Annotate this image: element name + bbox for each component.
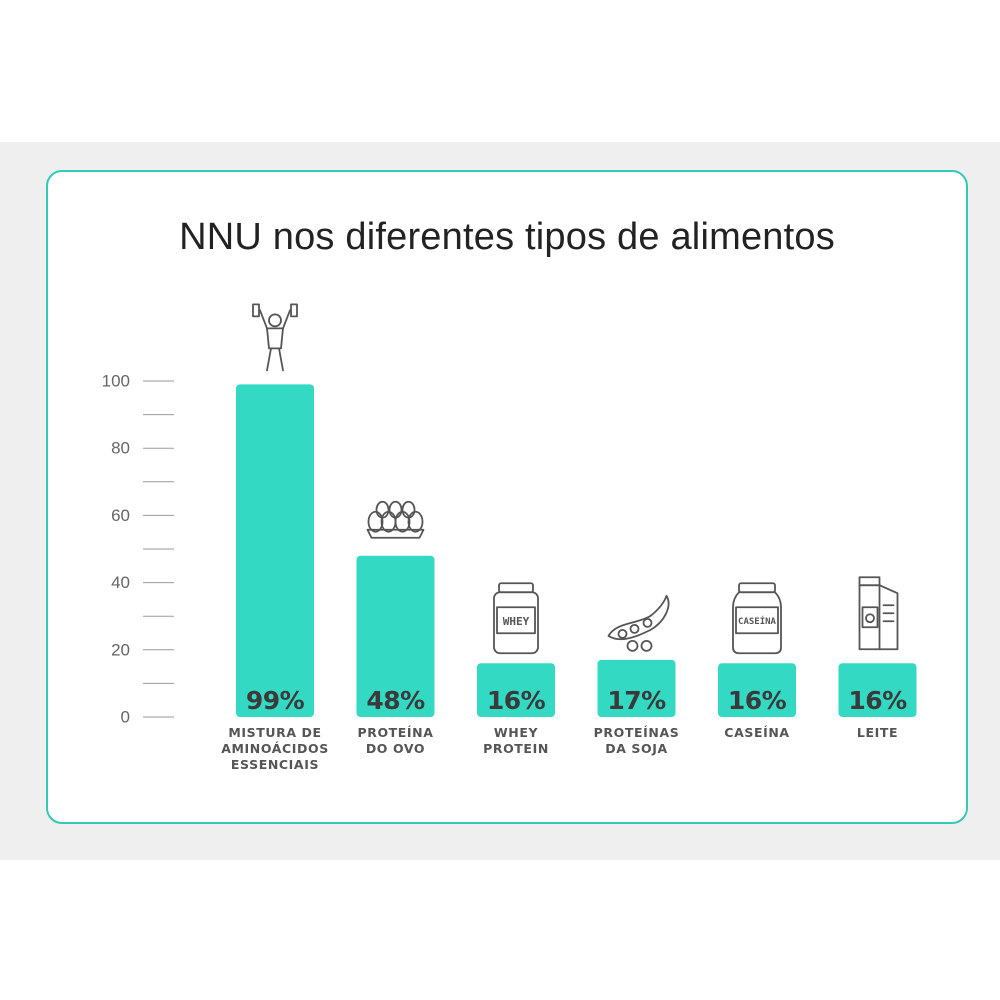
jar-lid (498, 582, 534, 594)
soybean-icon (607, 594, 670, 652)
egg (367, 510, 384, 533)
category-label: MISTURA DE (228, 725, 321, 740)
egg-carton-icon (366, 500, 425, 539)
pod (607, 594, 670, 641)
chart-title: NNU nos diferentes tipos de alimentos (179, 216, 835, 258)
category-label: ESSENCIAIS (231, 757, 319, 772)
y-tick-label: 80 (111, 439, 130, 458)
carton-lines (882, 604, 895, 623)
category-label: DO OVO (366, 741, 425, 756)
category-label: PROTEÍNAS (594, 725, 680, 740)
bar (718, 663, 796, 717)
egg (388, 500, 403, 519)
egg (401, 500, 416, 519)
carton (366, 528, 425, 539)
bar-group: 16% CASEÍNA CASEÍNA (718, 582, 796, 740)
carton-body (858, 584, 899, 651)
y-tick-label: 40 (111, 573, 130, 592)
category-label: AMINOÁCIDOS (221, 741, 329, 756)
y-tick-label: 100 (102, 371, 130, 390)
whey-label-text: WHEY (503, 615, 530, 628)
bean (629, 623, 640, 634)
head (268, 313, 282, 328)
bar-group: 16% LEITE (838, 576, 917, 740)
category-label: PROTEÍNA (357, 725, 433, 740)
bar-value-label: 16% (487, 686, 546, 715)
loose-bean (626, 639, 639, 652)
right-leg (278, 347, 284, 372)
right-weight (290, 303, 298, 318)
y-tick-label: 20 (111, 640, 130, 659)
left-leg (266, 347, 272, 372)
y-axis: 0 20 40 60 80 100 (102, 371, 174, 726)
category-label: LEITE (857, 725, 898, 740)
bar-value-label: 17% (607, 686, 666, 715)
jar-label (496, 606, 536, 635)
category-label: CASEÍNA (724, 725, 789, 740)
left-weight (252, 303, 260, 318)
jar-body (732, 591, 782, 655)
egg (407, 510, 424, 533)
bean (617, 628, 628, 639)
bean (642, 617, 653, 628)
right-arm (282, 309, 291, 330)
bar (236, 384, 314, 717)
egg (394, 510, 411, 533)
torso (266, 327, 284, 350)
casein-jar-icon: CASEÍNA (732, 582, 782, 655)
cow-panel (861, 606, 879, 629)
whey-jar-icon: WHEY (493, 582, 539, 655)
left-arm (259, 309, 268, 330)
cow-face (865, 613, 875, 624)
bar (477, 663, 555, 717)
egg (380, 510, 397, 533)
bar-value-label: 48% (366, 686, 425, 715)
bar-value-label: 16% (848, 686, 907, 715)
category-label: DA SOJA (605, 741, 668, 756)
loose-bean (640, 639, 653, 652)
category-label: PROTEIN (483, 741, 549, 756)
y-tick-label: 60 (111, 506, 130, 525)
y-tick-label: 0 (121, 707, 130, 726)
jar-label (735, 606, 779, 635)
bar-value-label: 99% (246, 686, 305, 715)
weightlifter-icon (252, 303, 298, 372)
egg (375, 500, 390, 519)
bar (356, 555, 435, 717)
bar (597, 659, 676, 717)
casein-label-text: CASEÍNA (738, 615, 777, 627)
jar-body (493, 591, 539, 655)
jar-lid (738, 582, 776, 594)
milk-carton-icon (858, 576, 899, 651)
bar (838, 663, 917, 717)
bar-value-label: 16% (728, 686, 787, 715)
carton-cap (858, 576, 881, 587)
category-label: WHEY (494, 725, 539, 740)
